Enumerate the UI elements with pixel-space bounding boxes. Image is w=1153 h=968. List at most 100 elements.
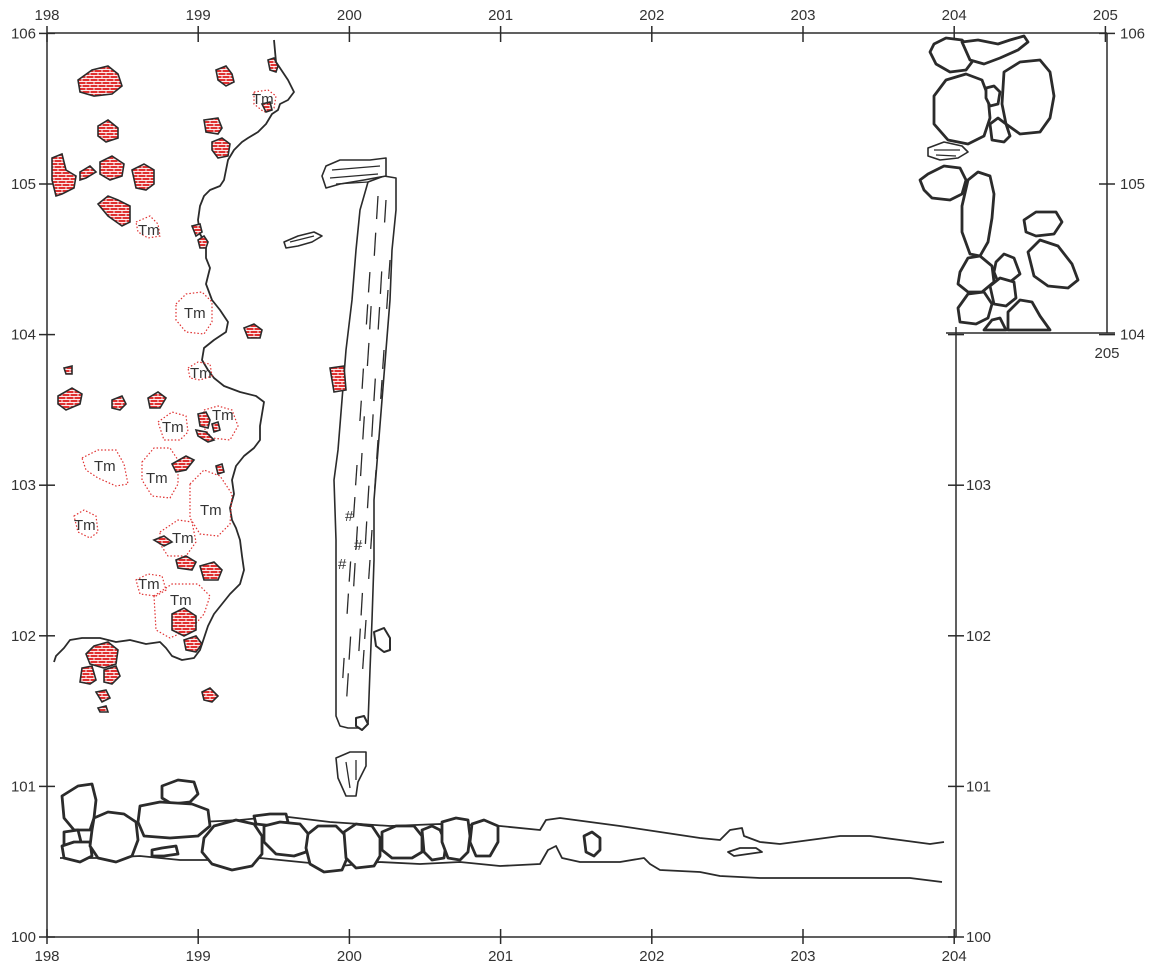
stone (136, 800, 212, 840)
tm-label: Tm (94, 458, 116, 475)
brick-fragment (267, 57, 279, 74)
brick-fragment (183, 635, 203, 653)
wood-grain-line (366, 485, 370, 509)
tm-label: Tm (200, 502, 222, 519)
brick-fragment (96, 705, 110, 713)
stone (960, 34, 1030, 66)
wood-grain-line (373, 232, 377, 256)
tm-zone (135, 215, 161, 239)
wood-fragment (927, 141, 969, 161)
tm-label: Tm (138, 222, 160, 239)
tm-zone (141, 447, 179, 499)
brick-fragment (203, 117, 223, 135)
stone (988, 276, 1018, 308)
stone (1022, 210, 1064, 238)
brick-fragment (131, 163, 155, 191)
tm-zone (175, 291, 213, 335)
brick-fragment (147, 391, 168, 409)
brick-fragment (197, 411, 211, 429)
wood-grain-line (359, 452, 363, 477)
y-tick-label-right-upper: 106 (1120, 25, 1145, 42)
y-tick-label-left: 102 (11, 628, 36, 645)
stone (582, 830, 602, 858)
wood-fragment (283, 231, 323, 249)
x-tick-label-bottom: 198 (34, 948, 59, 965)
stone (380, 824, 424, 860)
wood-grain-line (365, 304, 369, 325)
x-tick-label-top: 204 (942, 7, 967, 24)
stone (928, 36, 974, 74)
y-tick-label-left: 100 (11, 929, 36, 946)
stone (984, 84, 1002, 108)
excavation-edge-left (53, 39, 295, 663)
tm-label: Tm (146, 470, 168, 487)
wood-grain-line (353, 563, 356, 587)
x-tick-label-top: 201 (488, 7, 513, 24)
y-tick-label-right-upper: 104 (1120, 327, 1145, 344)
x-tick-label-top: 200 (337, 7, 362, 24)
brick-fragment (85, 641, 119, 669)
stone (440, 816, 472, 862)
wood-grain-line (346, 673, 349, 697)
y-tick-label-right-lower: 100 (966, 929, 991, 946)
x-tick-label-top: 199 (186, 7, 211, 24)
wood-grain-line (386, 289, 389, 309)
brick-fragment (211, 420, 221, 434)
stone (1006, 298, 1052, 332)
wood-grain-line (354, 464, 358, 486)
tm-label: Tm (162, 419, 184, 436)
stone (988, 116, 1012, 144)
wood-grain-line (362, 649, 365, 669)
wood-grain-line (360, 592, 364, 616)
y-tick-label-left: 103 (11, 477, 36, 494)
x-tick-label-bottom: 204 (942, 948, 967, 965)
brick-fragment (260, 101, 273, 113)
stone (956, 254, 996, 294)
stone (200, 818, 264, 872)
tm-label: Tm (170, 592, 192, 609)
wood-grain-line (352, 497, 356, 518)
x-tick-label-bottom: 200 (337, 948, 362, 965)
tm-zone (135, 573, 167, 597)
brick-fragment (99, 155, 125, 181)
stone-wall-bottom (60, 778, 602, 874)
wood-grain-line (348, 561, 352, 582)
wooden-beam-head (321, 157, 387, 189)
x-tick-label-bottom: 202 (639, 948, 664, 965)
stone (956, 290, 994, 326)
tm-label: Tm (212, 407, 234, 424)
stone (982, 316, 1008, 332)
wood-grain-line (371, 414, 374, 437)
tm-labels: Tm Tm Tm Tm Tm Tm Tm Tm Tm Tm Tm Tm Tm (74, 91, 274, 609)
tm-label: Tm (74, 517, 96, 534)
wood-grain-line (367, 272, 371, 293)
stone (342, 822, 382, 870)
wood-grain-line (368, 559, 371, 579)
stone (150, 844, 180, 858)
brick-fragment (190, 223, 203, 238)
brick-fragments (51, 57, 347, 713)
x-tick-label-bottom: 203 (790, 948, 815, 965)
stone (960, 170, 996, 258)
wood-grain-line (346, 593, 350, 614)
wood-grain-line (388, 259, 391, 279)
tm-zone (187, 361, 213, 381)
wood-grain-line (379, 271, 383, 294)
stone (60, 782, 98, 832)
stone (992, 252, 1022, 284)
brick-fragment (77, 65, 123, 97)
y-tick-label-left: 101 (11, 778, 36, 795)
wood-grain-line (362, 416, 365, 440)
hash-mark: # (354, 537, 363, 554)
hash-mark: # (338, 556, 347, 573)
beam-end-stone (373, 627, 391, 653)
x-tick-label-top: 205 (1093, 7, 1118, 24)
wood-grain-line (375, 195, 379, 220)
stone (304, 824, 350, 874)
brick-fragment (62, 364, 73, 375)
tm-label: Tm (252, 91, 274, 108)
brick-fragment (103, 665, 121, 685)
brick-fragment (111, 394, 127, 411)
wood-grain-line (355, 526, 359, 550)
wood-fragment (335, 751, 367, 797)
